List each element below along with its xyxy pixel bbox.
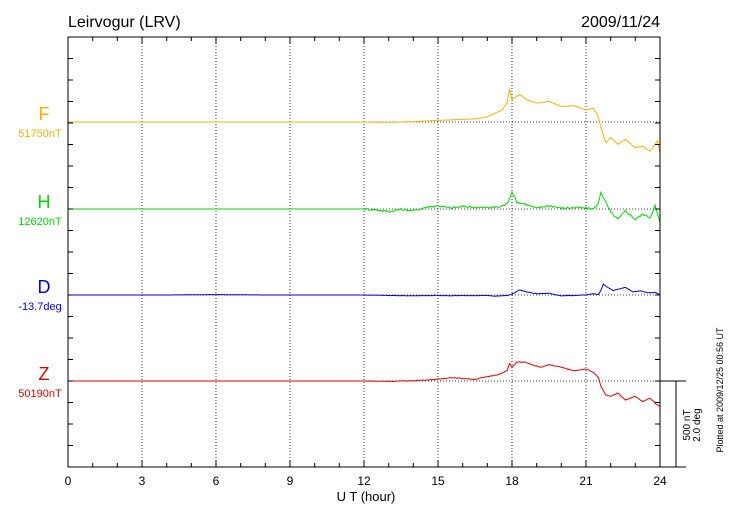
baseline-value-z: 50190nT — [18, 388, 62, 400]
x-tick-label: 12 — [357, 474, 371, 488]
trace-f — [68, 89, 661, 154]
series-labels: F 51750nT H 12620nT D -13.7deg Z 50190nT — [18, 104, 62, 400]
x-tick-label: 9 — [287, 474, 294, 488]
plotted-timestamp: Plotted at 2009/12/25 00:56 UT — [715, 327, 725, 453]
series-name-d: D — [38, 277, 51, 297]
axis-ticks — [67, 37, 661, 467]
baseline-value-d: -13.7deg — [18, 301, 61, 313]
station-title: Leirvogur (LRV) — [68, 14, 181, 31]
series-name-h: H — [38, 192, 51, 212]
scale-label-deg: 2.0 deg — [692, 408, 703, 441]
trace-z — [68, 361, 661, 408]
baseline-value-f: 51750nT — [18, 128, 62, 140]
series-traces — [68, 89, 661, 408]
date-title: 2009/11/24 — [581, 14, 660, 31]
x-tick-label: 3 — [139, 474, 146, 488]
scale-label-nt: 500 nT — [682, 409, 693, 440]
series-name-z: Z — [39, 364, 50, 384]
baseline-value-h: 12620nT — [18, 216, 62, 228]
x-axis-label: U T (hour) — [337, 489, 396, 504]
x-tick-label: 18 — [505, 474, 519, 488]
x-tick-label: 21 — [579, 474, 593, 488]
series-name-f: F — [39, 104, 50, 124]
scale-bar: 500 nT 2.0 deg — [660, 380, 703, 468]
x-tick-label: 0 — [65, 474, 72, 488]
x-tick-label: 24 — [653, 474, 667, 488]
x-tick-labels: 0 3 6 9 12 15 18 21 24 — [65, 474, 667, 488]
x-tick-label: 6 — [213, 474, 220, 488]
plot-frame — [67, 36, 661, 468]
x-tick-label: 15 — [431, 474, 445, 488]
grid-lines — [141, 37, 587, 467]
trace-d — [68, 283, 661, 297]
trace-h — [68, 190, 661, 223]
